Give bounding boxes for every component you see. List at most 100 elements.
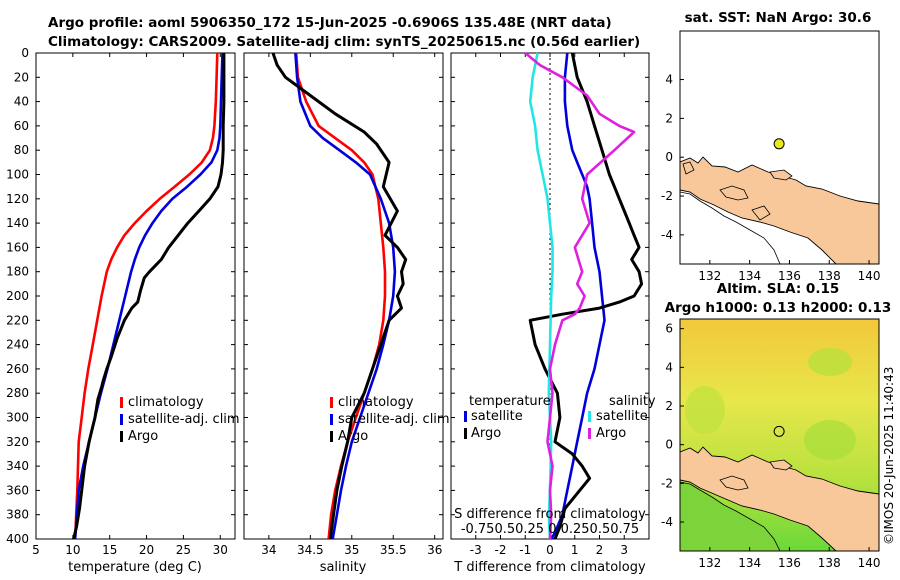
depth-tick-label: 300 <box>6 411 29 425</box>
bay-coast <box>680 481 781 551</box>
x-tick-label: 20 <box>139 543 154 557</box>
x-tick-label: 34.5 <box>297 543 324 557</box>
depth-tick-label: 240 <box>6 338 29 352</box>
legend-climatology: climatology <box>128 395 204 410</box>
island <box>769 459 793 471</box>
land-new-guinea <box>680 156 879 264</box>
difference-legend: temperature salinity satellite Argo sate… <box>464 394 656 441</box>
sla-map-title-2: Argo h1000: 0.13 h2000: 0.13 <box>665 300 892 316</box>
depth-tick-label: 400 <box>6 532 29 546</box>
x-tick-label: 15 <box>102 543 117 557</box>
island <box>751 205 771 221</box>
x-tick-label: 25 <box>176 543 191 557</box>
argo-float-marker <box>773 425 785 437</box>
legend-s-satellite: satellite <box>596 409 648 424</box>
map-y-tick-label: -4 <box>661 228 673 242</box>
map-y-tick-label: -4 <box>661 515 673 529</box>
sst-map-frame <box>679 30 880 265</box>
salinity-legend: climatology satellite-adj. clim Argo <box>330 395 450 444</box>
depth-tick-label: 180 <box>6 265 29 279</box>
map-y-tick-label: 6 <box>665 322 673 336</box>
temperature-legend: climatology satellite-adj. clim Argo <box>120 395 240 444</box>
map-x-tick-label: 136 <box>778 269 801 283</box>
land-new-guinea <box>680 446 879 551</box>
map-x-tick-label: 138 <box>818 556 841 570</box>
map-y-tick-label: -2 <box>661 476 673 490</box>
depth-tick-label: 140 <box>6 216 29 230</box>
legend-swatch-s-satellite <box>588 411 591 422</box>
series-salinity-argo <box>271 52 408 540</box>
island <box>682 161 695 175</box>
difference-xlabel: T difference from climatology <box>453 560 646 575</box>
profile-curves <box>72 51 644 540</box>
s-difference-ticks: -0.750.50.25 0 0.250.50.75 <box>461 522 639 537</box>
x-tick-label: 0 <box>546 543 554 557</box>
legend-swatch-argo <box>120 431 123 442</box>
map-x-tick-label: 140 <box>858 269 881 283</box>
map-y-tick-label: -2 <box>661 189 673 203</box>
sla-map-frame <box>679 318 880 552</box>
depth-tick-label: 20 <box>14 70 29 84</box>
x-tick-label: 1 <box>571 543 579 557</box>
sla-map-axes: 132 134 136 138 140 -4 -2 0 2 4 6 <box>661 322 880 570</box>
legend-swatch-climatology <box>330 397 333 408</box>
depth-tick-label: 360 <box>6 483 29 497</box>
legend-satellite: satellite-adj. clim <box>338 412 450 427</box>
map-y-tick-label: 2 <box>665 399 673 413</box>
legend-salinity-heading: salinity <box>609 394 656 409</box>
legend-t-argo: Argo <box>471 426 501 441</box>
legend-argo: Argo <box>338 429 368 444</box>
series-differences-temperature-satellite <box>551 52 606 539</box>
sst-map-title: sat. SST: NaN Argo: 30.6 <box>685 10 872 26</box>
map-x-tick-label: 134 <box>738 269 761 283</box>
depth-tick-label: 60 <box>14 119 29 133</box>
map-y-tick-label: 2 <box>665 111 673 125</box>
depth-tick-label: 340 <box>6 459 29 473</box>
island <box>719 475 749 491</box>
x-tick-label: 35 <box>344 543 359 557</box>
title-line-1: Argo profile: aoml 5906350_172 15-Jun-20… <box>48 15 612 31</box>
x-axes: 5 10 15 20 25 30 34 34.5 35 35.5 36 -3 -2 -1 0 1 2 3 <box>32 53 628 557</box>
sst-map-axes: 132 134 136 138 140 -4 -2 0 2 4 <box>661 73 880 283</box>
map-x-tick-label: 140 <box>858 556 881 570</box>
x-tick-label: 30 <box>213 543 228 557</box>
temperature-xlabel: temperature (deg C) <box>68 560 202 575</box>
legend-t-satellite: satellite <box>471 409 523 424</box>
series-differences-temperature-argo <box>528 52 644 540</box>
legend-temperature-heading: temperature <box>469 394 551 409</box>
x-tick-label: 3 <box>620 543 628 557</box>
map-x-tick-label: 136 <box>778 556 801 570</box>
map-x-tick-label: 132 <box>698 556 721 570</box>
x-tick-label: 5 <box>32 543 40 557</box>
map-x-tick-label: 132 <box>698 269 721 283</box>
depth-tick-label: 160 <box>6 240 29 254</box>
depth-tick-label: 260 <box>6 362 29 376</box>
x-tick-label: -3 <box>470 543 482 557</box>
legend-argo: Argo <box>128 429 158 444</box>
legend-s-argo: Argo <box>596 426 626 441</box>
x-tick-label: -1 <box>519 543 531 557</box>
legend-satellite: satellite-adj. clim <box>128 412 240 427</box>
depth-tick-label: 80 <box>14 143 29 157</box>
argo-float-marker <box>773 138 785 150</box>
legend-swatch-t-argo <box>464 428 467 439</box>
x-tick-label: 10 <box>65 543 80 557</box>
legend-swatch-satellite <box>330 414 333 425</box>
depth-tick-label: 380 <box>6 508 29 522</box>
series-temperature-argo <box>72 53 226 540</box>
x-tick-label: 36 <box>427 543 442 557</box>
depth-tick-label: 0 <box>21 46 29 60</box>
map-y-tick-label: 0 <box>665 438 673 452</box>
island <box>769 169 793 181</box>
sla-map-title-1: Altim. SLA: 0.15 <box>717 281 839 297</box>
salinity-axes <box>243 52 444 540</box>
legend-swatch-climatology <box>120 397 123 408</box>
x-tick-label: 34 <box>261 543 276 557</box>
depth-tick-label: 220 <box>6 313 29 327</box>
depth-tick-label: 200 <box>6 289 29 303</box>
temperature-axes <box>35 52 236 540</box>
x-tick-label: -2 <box>495 543 507 557</box>
map-y-tick-label: 0 <box>665 150 673 164</box>
legend-swatch-satellite <box>120 414 123 425</box>
